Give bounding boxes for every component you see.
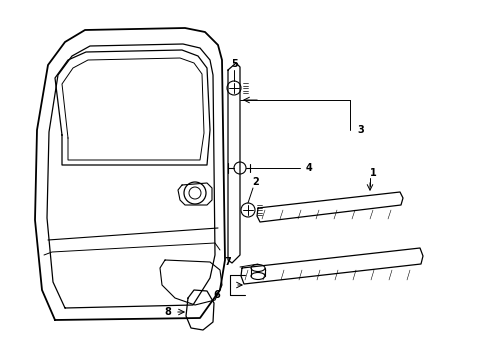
- Text: 4: 4: [305, 163, 312, 173]
- Text: 8: 8: [164, 307, 171, 317]
- Text: 6: 6: [213, 290, 220, 300]
- Text: 2: 2: [252, 177, 259, 187]
- Text: 7: 7: [224, 257, 231, 267]
- Text: 5: 5: [231, 59, 238, 69]
- Text: 3: 3: [356, 125, 363, 135]
- Text: 1: 1: [369, 168, 376, 178]
